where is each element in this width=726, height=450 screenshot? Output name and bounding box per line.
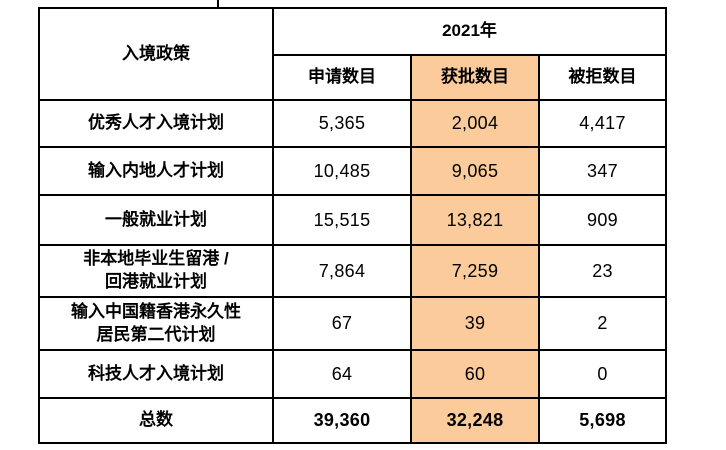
table-row-general-employment: 一般就业计划 15,515 13,821 909 bbox=[38, 194, 667, 246]
year-header: 2021年 bbox=[272, 7, 667, 56]
top-border-notch bbox=[217, 0, 219, 8]
approved-value: 2,004 bbox=[410, 99, 540, 148]
table-row-tech-talent: 科技人才入境计划 64 60 0 bbox=[38, 349, 667, 399]
applications-value: 64 bbox=[272, 349, 412, 399]
column-header-rejected: 被拒数目 bbox=[538, 54, 667, 101]
applications-value: 5,365 bbox=[272, 99, 412, 148]
total-approved-value: 32,248 bbox=[410, 397, 540, 444]
approved-value: 39 bbox=[410, 296, 540, 351]
rejected-value: 2 bbox=[538, 296, 667, 351]
corner-header-entry-policy: 入境政策 bbox=[38, 7, 274, 101]
row-label: 优秀人才入境计划 bbox=[38, 99, 274, 148]
rejected-value: 0 bbox=[538, 349, 667, 399]
total-label: 总数 bbox=[38, 397, 274, 444]
applications-value: 10,485 bbox=[272, 146, 412, 196]
applications-value: 67 bbox=[272, 296, 412, 351]
applications-value: 15,515 bbox=[272, 194, 412, 246]
total-applications-value: 39,360 bbox=[272, 397, 412, 444]
rejected-value: 909 bbox=[538, 194, 667, 246]
header-row-columns: 申请数目 获批数目 被拒数目 bbox=[39, 54, 667, 101]
total-rejected-value: 5,698 bbox=[538, 397, 667, 444]
column-header-approved: 获批数目 bbox=[410, 54, 540, 101]
table-row-quality-migrant: 优秀人才入境计划 5,365 2,004 4,417 bbox=[38, 99, 667, 148]
row-label: 一般就业计划 bbox=[38, 194, 274, 246]
header-row-year: 入境政策 2021年 bbox=[38, 7, 667, 101]
rejected-value: 347 bbox=[538, 146, 667, 196]
applications-value: 7,864 bbox=[272, 244, 412, 298]
rejected-value: 4,417 bbox=[538, 99, 667, 148]
table-row-mainland-talents: 输入内地人才计划 10,485 9,065 347 bbox=[38, 146, 667, 196]
approved-value: 7,259 bbox=[410, 244, 540, 298]
approved-value: 9,065 bbox=[410, 146, 540, 196]
table-row-non-local-graduates: 非本地毕业生留港 / 回港就业计划 7,864 7,259 23 bbox=[38, 244, 667, 298]
approved-value: 60 bbox=[410, 349, 540, 399]
row-label: 非本地毕业生留港 / 回港就业计划 bbox=[38, 244, 274, 298]
table-row-second-generation: 输入中国籍香港永久性 居民第二代计划 67 39 2 bbox=[38, 296, 667, 351]
row-label: 科技人才入境计划 bbox=[38, 349, 274, 399]
row-label: 输入内地人才计划 bbox=[38, 146, 274, 196]
immigration-policy-table: 入境政策 2021年 申请数目 获批数目 被拒数目 优秀人才入境计划 5,365… bbox=[38, 7, 667, 444]
row-label: 输入中国籍香港永久性 居民第二代计划 bbox=[38, 296, 274, 351]
column-header-applications: 申请数目 bbox=[272, 54, 412, 101]
approved-value: 13,821 bbox=[410, 194, 540, 246]
table-row-total: 总数 39,360 32,248 5,698 bbox=[38, 397, 667, 444]
rejected-value: 23 bbox=[538, 244, 667, 298]
